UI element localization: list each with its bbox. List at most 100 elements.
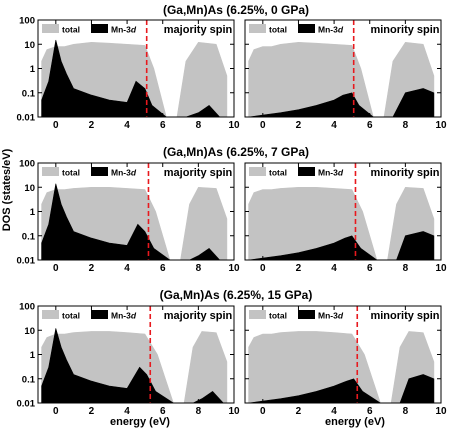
x-tick-label: 8: [196, 263, 202, 274]
x-tick-label: 2: [89, 120, 95, 131]
mn-3d-dos-area: [248, 88, 435, 117]
legend-swatch-mn-3d: [298, 167, 315, 176]
y-tick-label: 100: [19, 302, 35, 313]
x-tick-label: 10: [435, 120, 447, 131]
y-tick-label: 1: [30, 64, 36, 75]
mn-3d-dos-area: [41, 39, 221, 117]
x-tick-label: 4: [124, 406, 130, 417]
x-tick-label: 0: [53, 120, 59, 131]
legend-label-total: total: [269, 25, 287, 35]
spin-channel-label: majority spin: [164, 24, 233, 36]
chart-title: (Ga,Mn)As (6.25%, 0 GPa): [163, 3, 309, 17]
x-tick-label: 2: [89, 263, 95, 274]
spin-channel-label: majority spin: [164, 167, 233, 179]
total-dos-area: [248, 41, 435, 117]
dos-panel-minority: 0 2 4 6 8 10 total Mn-3d minority spin: [244, 305, 447, 417]
legend-swatch-total: [249, 167, 266, 176]
legend-swatch-total: [42, 167, 59, 176]
x-tick-label: 8: [196, 406, 202, 417]
y-tick-label: 0.01: [17, 256, 36, 267]
x-tick-label: 4: [331, 406, 337, 417]
chart-title: (Ga,Mn)As (6.25%, 7 GPa): [163, 145, 309, 159]
x-tick-label: 0: [53, 263, 59, 274]
spin-channel-label: minority spin: [370, 167, 439, 179]
x-axis-label-left: energy (eV): [110, 416, 170, 428]
y-tick-label: 0.01: [17, 399, 36, 410]
x-tick-label: 10: [228, 120, 240, 131]
x-tick-label: 8: [196, 120, 202, 131]
y-tick-label: 10: [24, 40, 35, 51]
x-tick-label: 10: [435, 406, 447, 417]
legend-swatch-mn-3d: [298, 310, 315, 319]
x-tick-label: 0: [260, 406, 266, 417]
legend-label-mn-3d: Mn-3d: [318, 168, 344, 178]
chart-title: (Ga,Mn)As (6.25%, 15 GPa): [160, 288, 313, 302]
y-tick-label: 0.01: [17, 113, 36, 124]
legend-swatch-total: [42, 310, 59, 319]
mn-3d-dos-area: [41, 328, 224, 403]
spin-channel-label: majority spin: [164, 310, 233, 322]
mn-3d-dos-area: [248, 231, 435, 260]
y-tick-label: 0.1: [22, 88, 36, 99]
x-tick-label: 2: [89, 406, 95, 417]
y-tick-label: 1: [30, 207, 36, 218]
x-tick-label: 8: [403, 120, 409, 131]
spin-channel-label: minority spin: [370, 24, 439, 36]
x-tick-label: 4: [331, 120, 337, 131]
x-tick-label: 6: [160, 263, 166, 274]
mn-3d-dos-area: [248, 374, 435, 403]
y-tick-label: 100: [19, 159, 35, 170]
dos-panel-majority: 0 2 4 6 8 10 0.01 0.1 1 10 100 total Mn-3d majority s…: [17, 159, 240, 275]
dos-panel-majority: 0 2 4 6 8 10 0.01 0.1 1 10 100 total Mn-3d majority s…: [17, 16, 240, 132]
x-axis-label-right: energy (eV): [325, 416, 385, 428]
legend-label-mn-3d: Mn-3d: [111, 25, 137, 35]
x-tick-label: 10: [435, 263, 447, 274]
x-tick-label: 6: [367, 263, 373, 274]
legend-swatch-total: [249, 310, 266, 319]
x-tick-label: 4: [331, 263, 337, 274]
legend-swatch-mn-3d: [298, 24, 315, 33]
x-tick-label: 4: [124, 120, 130, 131]
total-dos-area: [248, 331, 435, 403]
mn-3d-dos-area: [41, 183, 221, 260]
x-tick-label: 4: [124, 263, 130, 274]
x-tick-label: 0: [260, 120, 266, 131]
dos-panel-minority: 0 2 4 6 8 10 total Mn-3d minority spin: [244, 19, 447, 131]
legend-label-total: total: [62, 25, 80, 35]
spin-channel-label: minority spin: [370, 310, 439, 322]
x-tick-label: 6: [160, 406, 166, 417]
x-tick-label: 0: [260, 263, 266, 274]
legend-label-total: total: [269, 168, 287, 178]
y-tick-label: 10: [24, 326, 35, 337]
legend-swatch-mn-3d: [91, 24, 108, 33]
x-tick-label: 6: [367, 120, 373, 131]
x-tick-label: 6: [160, 120, 166, 131]
legend-label-total: total: [62, 168, 80, 178]
y-tick-label: 0.1: [22, 374, 36, 385]
legend-label-mn-3d: Mn-3d: [111, 311, 137, 321]
panels-layer: (Ga,Mn)As (6.25%, 0 GPa)0 2 4 6 8 100.010.111…: [17, 3, 447, 417]
y-tick-label: 0.1: [22, 231, 36, 242]
x-tick-label: 2: [296, 263, 302, 274]
x-tick-label: 10: [228, 406, 240, 417]
x-tick-label: 0: [53, 406, 59, 417]
x-tick-label: 8: [403, 406, 409, 417]
dos-panel-majority: 0 2 4 6 8 10 0.01 0.1 1 10 100 total Mn-3d majority s…: [17, 302, 240, 418]
y-tick-label: 1: [30, 350, 36, 361]
y-axis-label: DOS (states/eV): [1, 148, 13, 231]
legend-swatch-total: [249, 24, 266, 33]
x-tick-label: 8: [403, 263, 409, 274]
legend-label-mn-3d: Mn-3d: [111, 168, 137, 178]
legend-label-total: total: [269, 311, 287, 321]
x-tick-label: 2: [296, 406, 302, 417]
y-tick-label: 100: [19, 16, 35, 27]
dos-panel-minority: 0 2 4 6 8 10 total Mn-3d minority spin: [244, 162, 447, 274]
x-tick-label: 2: [296, 120, 302, 131]
x-tick-label: 10: [228, 263, 240, 274]
legend-swatch-mn-3d: [91, 310, 108, 319]
legend-swatch-total: [42, 24, 59, 33]
legend-label-mn-3d: Mn-3d: [318, 311, 344, 321]
legend-swatch-mn-3d: [91, 167, 108, 176]
legend-label-mn-3d: Mn-3d: [318, 25, 344, 35]
